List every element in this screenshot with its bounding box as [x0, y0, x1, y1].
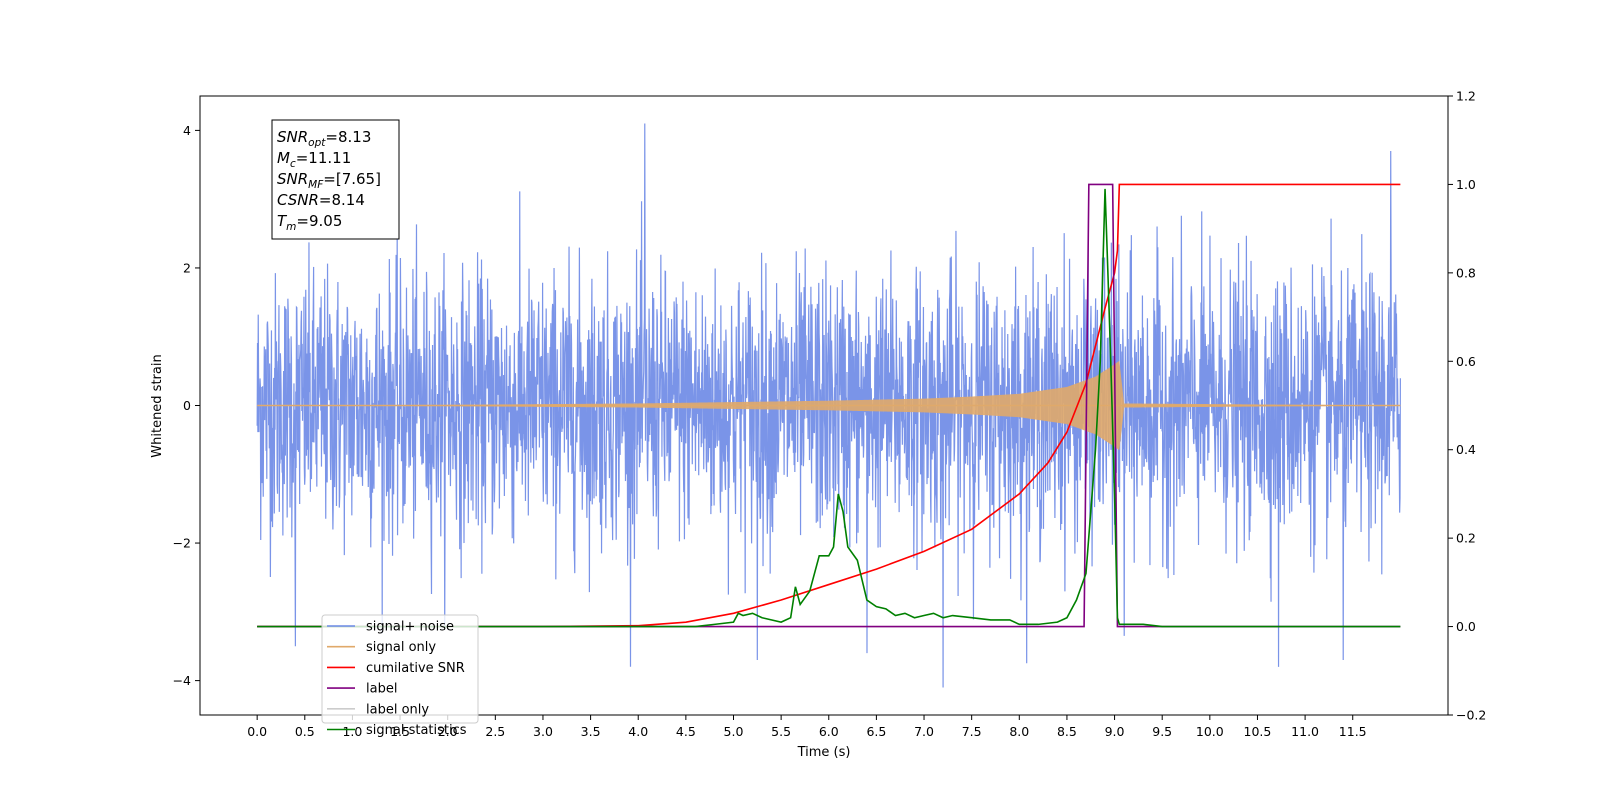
- legend-label: cumilative SNR: [366, 661, 465, 676]
- x-tick-label: 6.5: [866, 724, 886, 739]
- y-left-tick-label: 2: [183, 260, 191, 275]
- x-tick-label: 11.5: [1339, 724, 1367, 739]
- legend-label: signal statistics: [366, 723, 467, 738]
- x-tick-label: 0.5: [295, 724, 315, 739]
- series-signal-noise-line: [256, 123, 1401, 688]
- info-box-line: Tm=9.05: [277, 212, 342, 233]
- info-box: SNRopt=8.13Mc=11.11SNRMF=[7.65]CSNR=8.14…: [271, 119, 400, 240]
- info-box-line: Mc=11.11: [277, 149, 351, 170]
- x-tick-label: 5.5: [771, 724, 791, 739]
- y-axis-right: 1.2 1.0 0.8 0.6 0.4 0.2 0.0 −0.2: [1448, 89, 1486, 723]
- y-right-tick-label: 0.2: [1456, 531, 1476, 546]
- x-tick-label: 0.0: [247, 724, 267, 739]
- x-tick-label: 11.0: [1291, 724, 1319, 739]
- x-tick-label: 10.5: [1244, 724, 1272, 739]
- x-tick-label: 2.0: [438, 724, 458, 739]
- x-tick-label: 8.5: [1057, 724, 1077, 739]
- y-right-tick-label: −0.2: [1456, 708, 1486, 723]
- info-box-line: CSNR=8.14: [277, 191, 365, 209]
- x-tick-label: 5.0: [724, 724, 744, 739]
- x-tick-label: 6.0: [819, 724, 839, 739]
- series-signal-statistics-line: [257, 188, 1401, 628]
- y-left-tick-label: 0: [183, 398, 191, 413]
- legend: signal+ noise signal only cumilative SNR la…: [321, 614, 479, 738]
- legend-label: label only: [366, 702, 429, 717]
- x-tick-label: 1.5: [390, 724, 410, 739]
- y-left-tick-label: 4: [183, 123, 191, 138]
- y-axis-left: 4 2 0 −2 −4: [173, 123, 200, 688]
- x-tick-label: 7.0: [914, 724, 934, 739]
- y-right-tick-label: 0.8: [1456, 265, 1476, 280]
- x-tick-label: 7.5: [962, 724, 982, 739]
- y-right-tick-label: 1.0: [1456, 177, 1476, 192]
- y-right-tick-label: 1.2: [1456, 89, 1476, 104]
- x-tick-label: 9.0: [1105, 724, 1125, 739]
- x-tick-label: 4.0: [628, 724, 648, 739]
- legend-label: label: [366, 682, 397, 697]
- info-box-frame: [271, 119, 400, 240]
- x-tick-label: 3.5: [581, 724, 601, 739]
- plot-series-layer: [256, 123, 1401, 688]
- info-box-line: SNRopt=8.13: [277, 128, 371, 149]
- x-tick-label: 3.0: [533, 724, 553, 739]
- legend-label: signal only: [366, 640, 436, 655]
- legend-frame: [321, 614, 479, 724]
- info-box-line: SNRMF=[7.65]: [277, 170, 381, 191]
- x-tick-label: 8.0: [1009, 724, 1029, 739]
- y-left-tick-label: −2: [173, 536, 191, 551]
- y-right-tick-label: 0.0: [1456, 619, 1476, 634]
- x-axis-label: Time (s): [797, 745, 851, 760]
- y-right-tick-label: 0.6: [1456, 354, 1476, 369]
- x-tick-label: 2.5: [485, 724, 505, 739]
- y-axis-label: Whitened strain: [150, 354, 165, 457]
- x-tick-label: 10.0: [1196, 724, 1224, 739]
- x-tick-label: 9.5: [1152, 724, 1172, 739]
- x-tick-label: 1.0: [342, 724, 362, 739]
- x-tick-label: 4.5: [676, 724, 696, 739]
- x-axis: 0.0 0.5 1.0 1.5 2.0 2.5 3.0 3.5 4.0 4.5 5.0 5.5 6.0 6…: [247, 715, 1367, 739]
- y-left-tick-label: −4: [173, 673, 191, 688]
- y-right-tick-label: 0.4: [1456, 442, 1476, 457]
- series-cumilative-snr-line: [257, 183, 1401, 628]
- legend-label: signal+ noise: [366, 620, 454, 635]
